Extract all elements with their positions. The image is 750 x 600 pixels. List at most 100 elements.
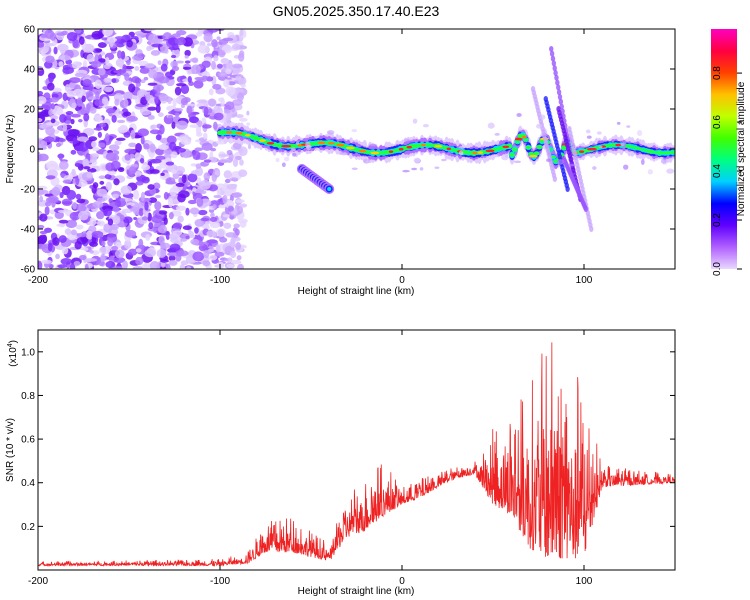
noise-blob [116, 119, 126, 124]
noise-blob [172, 222, 183, 229]
noise-blob [180, 84, 190, 95]
noise-blob [138, 238, 144, 249]
band-hotspot [529, 154, 538, 158]
noise-blob [72, 38, 79, 48]
noise-blob [169, 141, 177, 151]
noise-blob [235, 204, 240, 211]
scatter-blob [516, 113, 522, 118]
scatter-blob [411, 167, 418, 171]
noise-blob [113, 113, 125, 119]
band-hotspot [225, 131, 233, 134]
noise-blob [85, 258, 98, 262]
noise-blob [197, 44, 210, 54]
noise-blob [219, 237, 228, 243]
fan-streak-mark [553, 70, 558, 76]
scatter-blob [413, 157, 421, 163]
noise-blob [94, 79, 102, 90]
noise-blob [91, 30, 103, 40]
noise-blob [78, 36, 85, 45]
noise-blob [58, 61, 64, 68]
noise-blob [196, 99, 208, 104]
noise-blob [95, 48, 103, 52]
noise-blob [178, 177, 183, 184]
colorbar: 0.0 0.2 0.4 0.6 0.8 Normalized spectral ampl… [711, 29, 747, 276]
noise-blob [105, 152, 117, 162]
noise-blob [62, 67, 74, 75]
scatter-blob [281, 162, 286, 168]
band-hotspot [406, 145, 413, 149]
noise-blob [98, 246, 111, 255]
noise-blob [231, 43, 241, 50]
snr-panel: -200 -100 0 100 0.2 0.4 0.6 0.8 1.0 Height of s… [5, 329, 676, 597]
noise-blob [171, 65, 180, 72]
band-hotspot [522, 135, 527, 139]
noise-blob [47, 82, 55, 91]
noise-blob [145, 62, 155, 68]
noise-blob [203, 172, 211, 181]
noise-blob [175, 182, 185, 187]
noise-blob [174, 86, 182, 96]
noise-blob [189, 207, 200, 215]
noise-blob [114, 249, 125, 259]
noise-blob [153, 210, 161, 214]
band-hotspot [266, 141, 275, 145]
noise-blob [115, 266, 123, 269]
noise-blob [235, 114, 244, 119]
noise-blob [128, 83, 136, 93]
noise-blob [71, 168, 76, 176]
snr-x-ticks: -200 -100 0 100 [28, 330, 593, 587]
noise-blob [38, 96, 47, 105]
noise-blob [141, 216, 148, 221]
scatter-blob [623, 164, 629, 170]
noise-blob [75, 224, 84, 230]
noise-blob [96, 210, 105, 220]
band-segment [670, 150, 675, 154]
noise-blob [201, 60, 211, 68]
noise-blob [97, 67, 106, 76]
noise-blob [195, 163, 202, 169]
noise-blob [66, 31, 78, 41]
noise-blob [202, 260, 211, 267]
scatter-blob [616, 121, 621, 125]
noise-blob [92, 146, 100, 152]
noise-blob [141, 263, 150, 269]
noise-blob [147, 82, 158, 86]
noise-blob [232, 158, 239, 167]
noise-blob [197, 209, 208, 216]
noise-blob [108, 198, 114, 204]
noise-blob [240, 83, 246, 88]
noise-blob [145, 233, 151, 241]
noise-blob [155, 148, 165, 156]
noise-blob [160, 172, 165, 176]
noise-blob [75, 193, 82, 200]
scatter-blob [626, 125, 631, 128]
noise-blob [97, 42, 107, 48]
noise-blob [203, 249, 210, 259]
noise-blob [239, 117, 248, 122]
noise-blob [76, 203, 87, 212]
noise-blob [92, 182, 99, 189]
noise-blob [105, 181, 112, 191]
noise-blob [187, 199, 197, 205]
noise-blob [71, 102, 77, 109]
noise-blob [50, 103, 55, 110]
noise-blob [210, 212, 215, 219]
noise-blob [157, 225, 168, 234]
noise-blob [232, 227, 238, 233]
noise-blob [139, 158, 145, 164]
band-hotspot [388, 150, 394, 153]
noise-blob [105, 107, 116, 114]
fan-streak-mark [555, 79, 560, 86]
noise-blob [192, 150, 201, 161]
noise-blob [111, 115, 117, 123]
noise-blob [65, 120, 71, 124]
noise-blob [150, 124, 157, 129]
noise-blob [76, 198, 86, 204]
colorbar-ticks: 0.0 0.2 0.4 0.6 0.8 [712, 66, 742, 276]
noise-blob [197, 29, 203, 35]
noise-blob [58, 219, 69, 224]
scatter-blob [422, 124, 429, 128]
scatter-blob [640, 159, 645, 166]
noise-blob [239, 220, 247, 228]
